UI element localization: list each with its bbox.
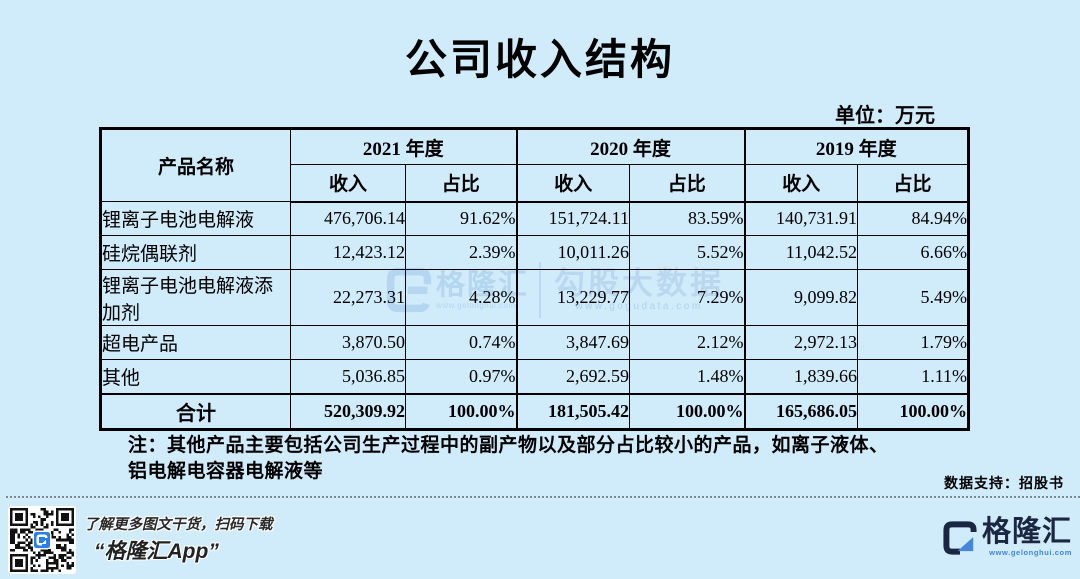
footer-divider xyxy=(6,496,1080,498)
col-header-2020: 2020 年度 xyxy=(515,128,746,165)
table-row: 锂离子电池电解液 476,706.14 91.62% 151,724.11 83… xyxy=(100,201,970,236)
total-value: 100.00% xyxy=(629,392,746,430)
cell-value: 3,847.69 xyxy=(515,325,631,360)
gelonghui-logo-text: 格隆汇 xyxy=(981,516,1072,548)
col-header-product: 产品名称 xyxy=(100,128,291,202)
product-name: 硅烷偶联剂 xyxy=(100,235,291,270)
total-value: 181,505.42 xyxy=(515,392,631,430)
cell-value: 140,731.91 xyxy=(743,201,859,236)
cell-value: 151,724.11 xyxy=(515,201,631,236)
cell-value: 6.66% xyxy=(857,235,970,270)
cell-value: 5,036.85 xyxy=(290,359,406,394)
gelonghui-g-icon xyxy=(943,521,977,555)
cell-value: 2,972.13 xyxy=(743,325,859,360)
product-name: 锂离子电池电解液 xyxy=(100,201,291,236)
data-source-label: 数据支持：招股书 xyxy=(944,475,1064,491)
total-value: 100.00% xyxy=(404,392,518,430)
subheader-revenue-2019: 收入 xyxy=(743,164,859,203)
subheader-share-2019: 占比 xyxy=(857,164,970,203)
cell-value: 1.79% xyxy=(857,325,970,360)
subheader-revenue-2021: 收入 xyxy=(290,164,406,203)
cell-value: 476,706.14 xyxy=(290,201,406,236)
subheader-share-2021: 占比 xyxy=(404,164,518,203)
gelonghui-logo: 格隆汇 www.gelonghui.com xyxy=(943,518,1072,557)
cell-value: 0.97% xyxy=(404,359,518,394)
gelonghui-logo-url: www.gelonghui.com xyxy=(989,548,1072,557)
table-row: 锂离子电池电解液添加剂 22,273.31 4.28% 13,229.77 7.… xyxy=(100,269,970,326)
cell-value: 2.12% xyxy=(629,325,746,360)
product-name: 超电产品 xyxy=(100,325,291,360)
table-header-years: 产品名称 2021 年度 2020 年度 2019 年度 xyxy=(100,128,970,202)
col-header-2019: 2019 年度 xyxy=(743,128,970,165)
unit-label: 单位：万元 xyxy=(835,105,935,127)
table-row: 硅烷偶联剂 12,423.12 2.39% 10,011.26 5.52% 11… xyxy=(100,235,970,270)
qr-code xyxy=(8,506,76,574)
total-value: 100.00% xyxy=(857,392,970,430)
subheader-share-2020: 占比 xyxy=(629,164,746,203)
table-row: 超电产品 3,870.50 0.74% 3,847.69 2.12% 2,972… xyxy=(100,325,970,360)
cell-value: 22,273.31 xyxy=(290,269,406,326)
cell-value: 91.62% xyxy=(404,201,518,236)
product-name: 其他 xyxy=(100,359,291,394)
page-title: 公司收入结构 xyxy=(404,36,675,83)
subheader-revenue-2020: 收入 xyxy=(515,164,631,203)
cell-value: 2,692.59 xyxy=(515,359,631,394)
table-row: 其他 5,036.85 0.97% 2,692.59 1.48% 1,839.6… xyxy=(100,359,970,394)
footnote: 注：其他产品主要包括公司生产过程中的副产物以及部分占比较小的产品，如离子液体、铝… xyxy=(128,435,889,483)
cell-value: 4.28% xyxy=(404,269,518,326)
revenue-structure-table: 产品名称 2021 年度 2020 年度 2019 年度 收入 占比 收入 占比… xyxy=(99,127,971,431)
cell-value: 10,011.26 xyxy=(515,235,631,270)
cell-value: 9,099.82 xyxy=(743,269,859,326)
cell-value: 84.94% xyxy=(857,201,970,236)
product-name: 锂离子电池电解液添加剂 xyxy=(100,269,291,326)
total-value: 520,309.92 xyxy=(290,392,406,430)
cell-value: 0.74% xyxy=(404,325,518,360)
cell-value: 3,870.50 xyxy=(290,325,406,360)
cell-value: 1.11% xyxy=(857,359,970,394)
total-label: 合计 xyxy=(100,392,291,430)
qr-caption-line2: “格隆汇App” xyxy=(94,540,219,563)
cell-value: 83.59% xyxy=(629,201,746,236)
col-header-2021: 2021 年度 xyxy=(289,128,518,165)
cell-value: 2.39% xyxy=(404,235,518,270)
total-value: 165,686.05 xyxy=(743,392,859,430)
cell-value: 12,423.12 xyxy=(290,235,406,270)
cell-value: 1.48% xyxy=(629,359,746,394)
table-header-sub: 收入 占比 收入 占比 收入 占比 xyxy=(101,164,970,203)
qr-caption-line1: 了解更多图文干货，扫码下载 xyxy=(84,517,273,533)
cell-value: 5.49% xyxy=(857,269,970,326)
table-total-row: 合计 520,309.92 100.00% 181,505.42 100.00%… xyxy=(100,392,970,430)
cell-value: 11,042.52 xyxy=(743,235,859,270)
cell-value: 1,839.66 xyxy=(743,359,859,394)
cell-value: 13,229.77 xyxy=(515,269,631,326)
cell-value: 7.29% xyxy=(629,269,746,326)
cell-value: 5.52% xyxy=(629,235,746,270)
